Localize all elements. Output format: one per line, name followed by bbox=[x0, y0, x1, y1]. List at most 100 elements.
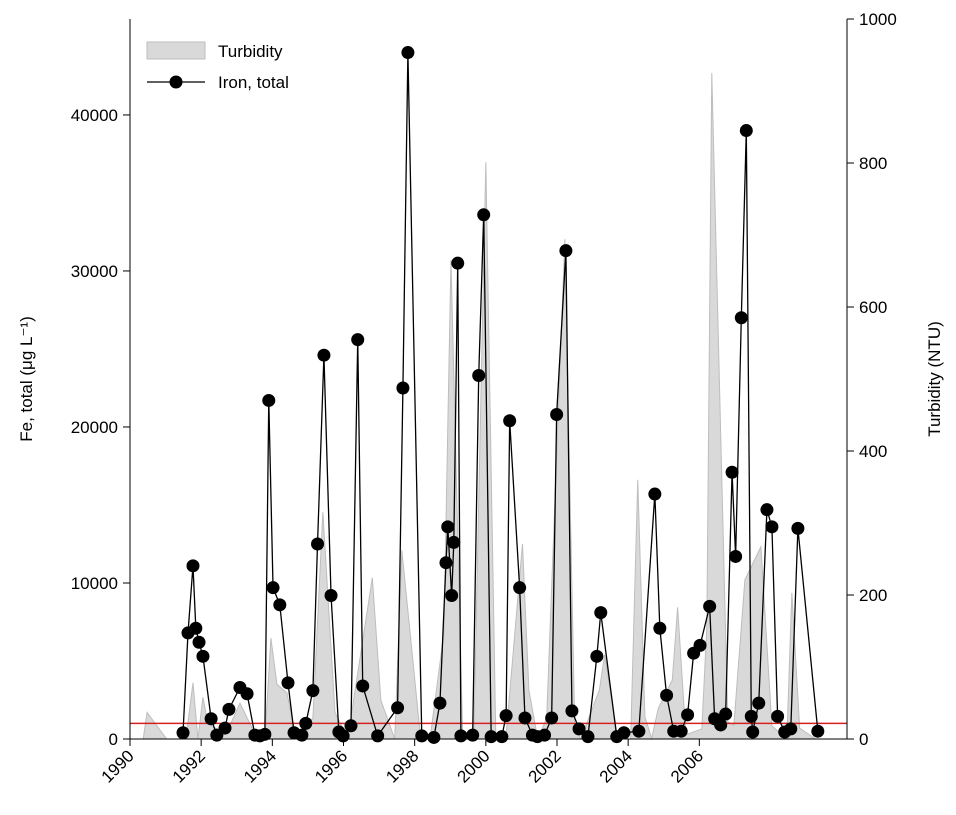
x-tick-label: 2002 bbox=[525, 746, 565, 786]
legend-label: Turbidity bbox=[218, 42, 283, 61]
iron-point bbox=[617, 726, 631, 740]
iron-point bbox=[545, 711, 559, 725]
iron-point bbox=[356, 679, 370, 693]
iron-point bbox=[351, 333, 365, 347]
iron-point bbox=[484, 730, 498, 744]
iron-point bbox=[499, 709, 513, 723]
x-tick-label: 1998 bbox=[382, 746, 422, 786]
iron-point bbox=[550, 407, 564, 421]
iron-point bbox=[503, 414, 517, 428]
iron-point bbox=[189, 621, 203, 635]
iron-point bbox=[262, 393, 276, 407]
iron-point bbox=[513, 581, 527, 595]
iron-point bbox=[439, 556, 453, 570]
iron-point bbox=[273, 598, 287, 612]
x-tick-label: 2004 bbox=[596, 746, 636, 786]
x-tick-label: 2006 bbox=[667, 746, 707, 786]
y2-tick-label: 0 bbox=[859, 730, 868, 749]
iron-point bbox=[477, 208, 491, 222]
iron-point bbox=[317, 348, 331, 362]
y-tick-label: 10000 bbox=[71, 574, 118, 593]
iron-point bbox=[784, 722, 798, 736]
iron-point bbox=[258, 727, 272, 741]
iron-point bbox=[581, 730, 595, 744]
iron-point bbox=[371, 729, 385, 743]
iron-point bbox=[590, 649, 604, 663]
x-tick-label: 2000 bbox=[453, 746, 493, 786]
iron-point bbox=[725, 465, 739, 479]
iron-point bbox=[565, 704, 579, 718]
iron-point bbox=[204, 712, 218, 726]
iron-point bbox=[222, 702, 236, 716]
iron-point bbox=[594, 606, 608, 620]
iron-point bbox=[791, 521, 805, 535]
iron-point bbox=[451, 256, 465, 270]
y-tick-label: 30000 bbox=[71, 262, 118, 281]
y2-tick-label: 600 bbox=[859, 298, 887, 317]
iron-point bbox=[306, 684, 320, 698]
iron-point bbox=[454, 729, 468, 743]
iron-point bbox=[186, 559, 200, 573]
iron-point bbox=[744, 709, 758, 723]
y-tick-label: 40000 bbox=[71, 106, 118, 125]
iron-point bbox=[472, 368, 486, 382]
iron-point bbox=[445, 588, 459, 602]
iron-point bbox=[538, 728, 552, 742]
iron-point bbox=[719, 707, 733, 721]
iron-point bbox=[427, 730, 441, 744]
iron-point bbox=[192, 635, 206, 649]
x-tick-label: 1994 bbox=[240, 746, 280, 786]
legend-label: Iron, total bbox=[218, 73, 289, 92]
iron-point bbox=[447, 535, 461, 549]
iron-point bbox=[703, 599, 717, 613]
iron-point bbox=[344, 719, 358, 733]
iron-point bbox=[734, 311, 748, 325]
y2-tick-label: 1000 bbox=[859, 10, 897, 29]
y-tick-label: 20000 bbox=[71, 418, 118, 437]
iron-point bbox=[765, 520, 779, 534]
y-tick-label: 0 bbox=[109, 730, 118, 749]
iron-point bbox=[693, 638, 707, 652]
iron-point bbox=[729, 549, 743, 563]
iron-point bbox=[176, 726, 190, 740]
iron-point bbox=[681, 708, 695, 722]
iron-point bbox=[752, 696, 766, 710]
iron-point bbox=[311, 537, 325, 551]
iron-point bbox=[441, 520, 455, 534]
x-tick-label: 1992 bbox=[169, 746, 209, 786]
iron-point bbox=[559, 244, 573, 258]
iron-point bbox=[674, 724, 688, 738]
iron-point bbox=[572, 722, 586, 736]
iron-point bbox=[433, 696, 447, 710]
y2-tick-label: 400 bbox=[859, 442, 887, 461]
y2-tick-label: 800 bbox=[859, 154, 887, 173]
iron-point bbox=[196, 649, 210, 663]
iron-point bbox=[746, 725, 760, 739]
y2-axis-title: Turbidity (NTU) bbox=[925, 321, 944, 437]
iron-point bbox=[324, 588, 338, 602]
iron-point bbox=[760, 503, 774, 517]
iron-point bbox=[466, 728, 480, 742]
iron-point bbox=[281, 676, 295, 690]
iron-point bbox=[401, 46, 415, 60]
iron-point bbox=[653, 621, 667, 635]
iron-point bbox=[295, 728, 309, 742]
iron-point bbox=[266, 581, 280, 595]
iron-point bbox=[632, 724, 646, 738]
iron-point bbox=[714, 718, 728, 732]
iron-point bbox=[299, 716, 313, 730]
turbidity-area bbox=[142, 72, 849, 741]
iron-point bbox=[771, 709, 785, 723]
iron-point bbox=[739, 124, 753, 138]
iron-point bbox=[811, 724, 825, 738]
iron-point bbox=[415, 729, 429, 743]
iron-point bbox=[218, 721, 232, 735]
iron-point bbox=[660, 688, 674, 702]
y2-tick-label: 200 bbox=[859, 586, 887, 605]
x-tick-label: 1996 bbox=[311, 746, 351, 786]
legend-swatch bbox=[169, 75, 183, 89]
x-tick-label: 1990 bbox=[98, 746, 138, 786]
legend-swatch bbox=[146, 41, 206, 60]
iron-point bbox=[495, 730, 509, 744]
